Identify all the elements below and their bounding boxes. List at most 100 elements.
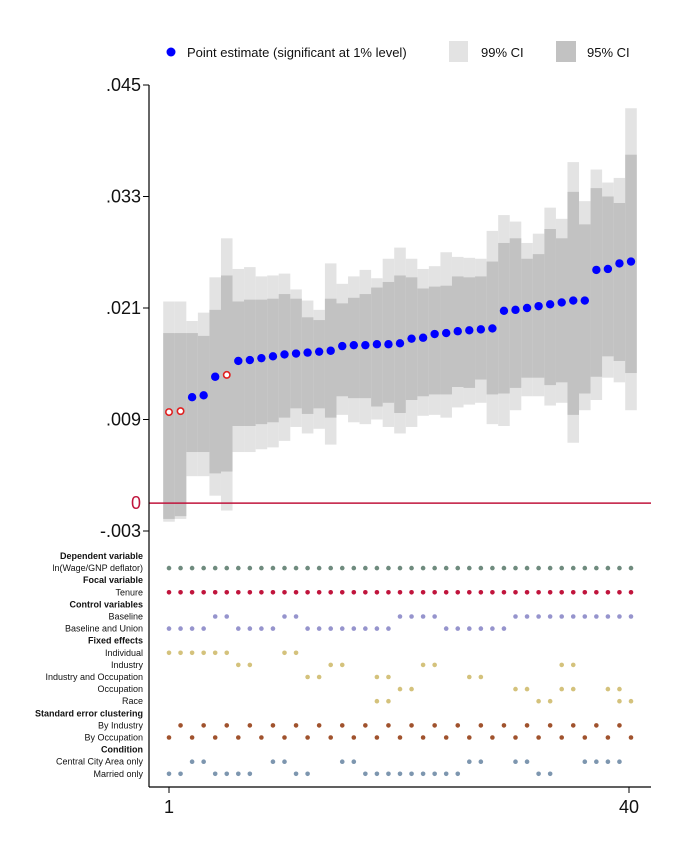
spec-marker: [224, 723, 230, 728]
point-estimate-insignificant: [165, 408, 174, 417]
spec-marker: [582, 565, 588, 571]
point-estimate: [569, 296, 578, 305]
spec-marker: [490, 735, 495, 740]
y-tick-label: .033: [106, 187, 141, 207]
spec-marker: [513, 735, 518, 740]
spec-marker: [339, 626, 345, 631]
spec-marker: [351, 626, 357, 631]
spec-marker: [478, 759, 484, 764]
point-estimate: [234, 356, 243, 366]
spec-marker: [247, 662, 253, 668]
specification-matrix: Dependent variable ln(Wage/GNP deflator) F…: [35, 551, 634, 779]
spec-marker: [386, 771, 391, 777]
point-estimate: [499, 306, 509, 315]
spec-marker: [443, 626, 449, 631]
spec-marker: [409, 771, 414, 777]
point-estimate: [199, 391, 208, 400]
spec-marker: [432, 590, 437, 595]
spec-marker: [328, 626, 334, 631]
ci95-bar: [186, 333, 198, 453]
spec-marker: [293, 771, 299, 777]
spec-marker: [282, 614, 287, 619]
spec-marker: [178, 590, 183, 595]
point-estimate: [557, 298, 566, 307]
spec-marker: [605, 614, 611, 619]
spec-marker: [594, 614, 599, 619]
ci95-bar: [602, 196, 614, 357]
spec-marker: [432, 662, 437, 668]
spec-marker: [524, 565, 530, 571]
ci95-bar: [579, 224, 591, 394]
spec-marker: [236, 590, 241, 595]
spec-marker: [236, 771, 241, 777]
spec-marker: [305, 674, 310, 680]
spec-marker: [536, 698, 541, 704]
spec-row-label: By Industry: [98, 720, 144, 730]
spec-marker: [247, 723, 253, 728]
spec-marker: [617, 723, 622, 728]
spec-marker: [397, 590, 403, 595]
spec-marker: [570, 590, 576, 595]
ci95-bar: [498, 242, 510, 394]
spec-marker: [270, 590, 276, 595]
spec-marker: [513, 759, 518, 764]
spec-marker: [236, 626, 241, 631]
spec-marker: [270, 723, 276, 728]
spec-marker: [397, 565, 403, 571]
spec-marker: [236, 735, 241, 740]
spec-marker: [594, 590, 599, 595]
spec-marker: [536, 735, 541, 740]
spec-marker: [467, 759, 472, 764]
spec-marker: [374, 698, 380, 704]
spec-marker: [605, 686, 611, 692]
spec-marker: [524, 759, 530, 764]
y-tick-label: .021: [106, 298, 141, 318]
spec-marker: [490, 626, 495, 631]
ci95-bar: [174, 333, 187, 517]
spec-marker: [432, 614, 437, 619]
spec-marker: [374, 590, 380, 595]
spec-marker: [628, 565, 634, 571]
spec-marker: [189, 735, 195, 740]
spec-marker: [513, 614, 518, 619]
spec-marker: [397, 771, 403, 777]
spec-marker: [201, 723, 206, 728]
ci95-bar: [428, 286, 441, 395]
spec-group-header: Fixed effects: [88, 636, 143, 646]
spec-marker: [547, 614, 553, 619]
spec-marker: [339, 662, 345, 668]
spec-marker: [166, 626, 172, 631]
y-tick-label: .045: [106, 75, 141, 95]
spec-marker: [559, 565, 564, 571]
spec-marker: [628, 590, 634, 595]
spec-marker: [259, 626, 264, 631]
spec-marker: [293, 723, 299, 728]
spec-marker: [363, 626, 368, 631]
spec-marker: [455, 565, 461, 571]
spec-marker: [386, 590, 391, 595]
spec-marker: [305, 590, 310, 595]
spec-marker: [455, 590, 461, 595]
axes: .045 .033 .021 .009 -.003 0 1 40: [100, 75, 651, 817]
spec-marker: [224, 565, 230, 571]
spec-marker: [594, 759, 599, 764]
spec-marker: [178, 650, 183, 656]
spec-marker: [178, 723, 183, 728]
spec-marker: [316, 723, 322, 728]
spec-row-label: Industry and Occupation: [45, 672, 143, 682]
spec-marker: [501, 626, 507, 631]
spec-marker: [478, 626, 484, 631]
spec-marker: [236, 662, 241, 668]
y-tick-label: .009: [106, 410, 141, 430]
spec-marker: [432, 723, 437, 728]
spec-marker: [201, 626, 206, 631]
ci95-bar: [163, 333, 175, 519]
legend-ci99-swatch: [449, 41, 468, 62]
spec-marker: [374, 674, 380, 680]
spec-marker: [582, 614, 588, 619]
spec-marker: [212, 650, 218, 656]
spec-marker: [570, 565, 576, 571]
spec-marker: [628, 614, 634, 619]
ci95-bar: [209, 309, 221, 474]
spec-marker: [536, 771, 541, 777]
